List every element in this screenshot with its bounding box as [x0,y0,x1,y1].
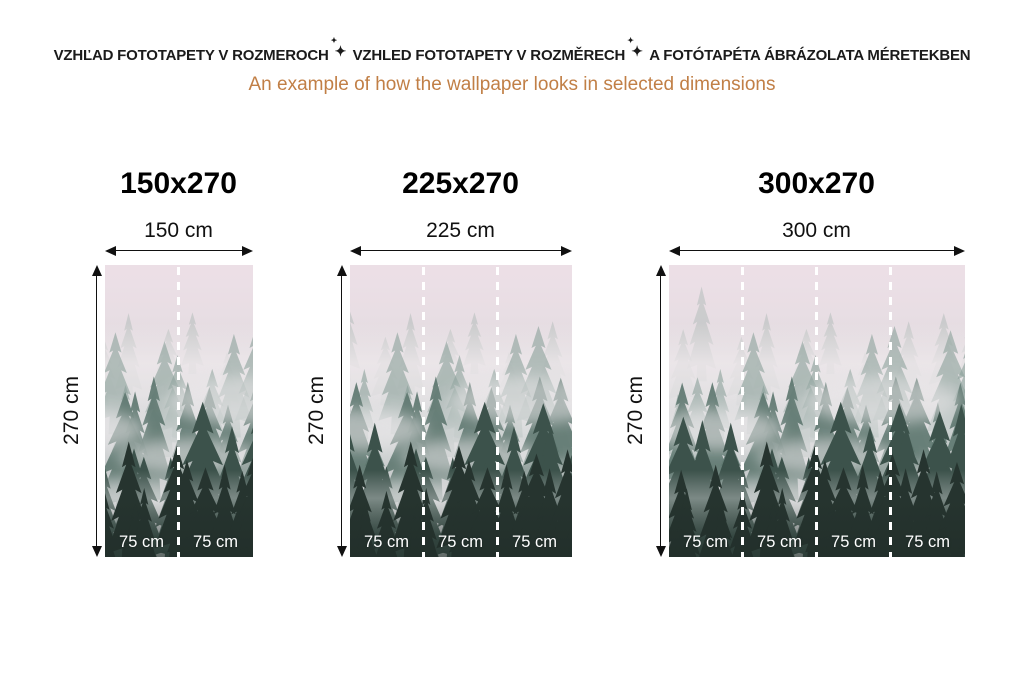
strip-width-label: 75 cm [683,533,728,552]
panel-300x270: 300x270 300 cm 270 cm 75 cm 75 cm 75 cm … [624,166,965,557]
strip-width-label: 75 cm [905,533,950,552]
height-measure: 270 cm [304,264,350,557]
page-header: VZHĽAD FOTOTAPETY V ROZMEROCH ✦ ✦ VZHLED FO… [0,0,1024,96]
wallpaper-strip: 75 cm [891,265,965,557]
panel-title: 225x270 [402,166,519,200]
vertical-arrow-icon [655,264,666,557]
height-label: 270 cm [304,376,328,446]
horizontal-arrow-icon [104,244,253,258]
height-label: 270 cm [59,376,83,446]
panel-150x270: 150x270 150 cm 270 cm [60,166,253,557]
segment-overlay: 75 cm 75 cm [105,265,253,557]
sparkle-star-icon: ✦ ✦ [330,36,347,59]
segment-overlay: 75 cm 75 cm 75 cm [350,265,572,557]
strip-width-label: 75 cm [438,533,483,552]
vertical-arrow-icon [91,264,102,557]
strip-width-label: 75 cm [831,533,876,552]
wallpaper-strip: 75 cm [498,265,572,557]
wallpaper-strip: 75 cm [105,265,181,557]
height-label: 270 cm [623,376,647,446]
title-segment-hu: A FOTÓTAPÉTA ÁBRÁZOLATA MÉRETEKBEN [649,47,971,64]
strip-width-label: 75 cm [193,533,238,552]
horizontal-arrow-icon [668,244,965,258]
strip-width-label: 75 cm [119,533,164,552]
page-title: VZHĽAD FOTOTAPETY V ROZMEROCH ✦ ✦ VZHLED FO… [0,36,1024,66]
panel-225x270: 225x270 225 cm 270 cm 75 cm 75 cm 75 cm [305,166,572,557]
strip-width-label: 75 cm [364,533,409,552]
panel-title: 300x270 [758,166,875,200]
width-label: 300 cm [782,218,851,242]
wallpaper-strip: 75 cm [743,265,819,557]
wallpaper-strip: 75 cm [817,265,893,557]
wallpaper-strip: 75 cm [179,265,253,557]
strip-width-label: 75 cm [512,533,557,552]
width-label: 225 cm [426,218,495,242]
wallpaper-strip: 75 cm [424,265,500,557]
page-subtitle: An example of how the wallpaper looks in… [248,73,776,95]
sparkle-star-icon: ✦ ✦ [627,36,643,59]
width-measure: 225 cm [349,218,572,258]
wallpaper-image: 75 cm 75 cm 75 cm 75 cm [668,264,965,557]
strip-width-label: 75 cm [757,533,802,552]
wallpaper-strip: 75 cm [669,265,745,557]
height-measure: 270 cm [59,264,105,557]
width-label: 150 cm [144,218,213,242]
width-measure: 300 cm [668,218,965,258]
horizontal-arrow-icon [349,244,572,258]
vertical-arrow-icon [336,264,347,557]
segment-overlay: 75 cm 75 cm 75 cm 75 cm [669,265,965,557]
wallpaper-image: 75 cm 75 cm 75 cm [349,264,572,557]
width-measure: 150 cm [104,218,253,258]
wallpaper-image: 75 cm 75 cm [104,264,253,557]
dimension-panels: 150x270 150 cm 270 cm [0,166,1024,557]
title-segment-sk: VZHĽAD FOTOTAPETY V ROZMEROCH [53,47,329,64]
panel-title: 150x270 [120,166,237,200]
height-measure: 270 cm [623,264,669,557]
title-segment-cz: VZHLED FOTOTAPETY V ROZMĚRECH [352,47,626,64]
wallpaper-strip: 75 cm [350,265,426,557]
